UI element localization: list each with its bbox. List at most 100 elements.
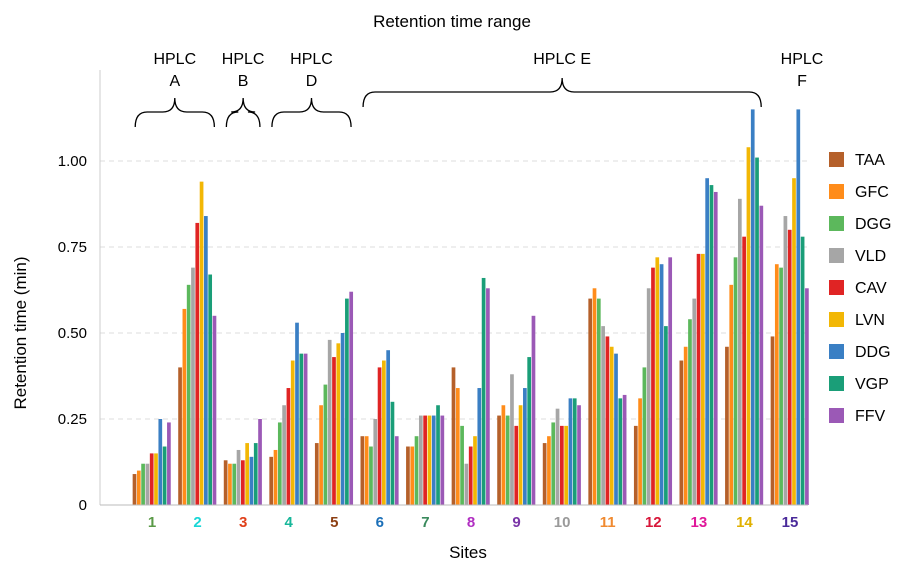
bar-ffv-site-10 xyxy=(577,405,581,505)
x-tick-label: 14 xyxy=(736,514,753,531)
bar-dgg-site-9 xyxy=(505,415,510,505)
bracket-hplc-b xyxy=(225,97,261,128)
bar-taa-site-3 xyxy=(223,460,228,505)
legend-swatch xyxy=(829,248,844,263)
x-tick-label: 3 xyxy=(239,514,247,531)
legend: TAA GFC DGG VLD CAV LVN DDG VGP FFV xyxy=(829,152,891,425)
bar-cav-site-3 xyxy=(240,460,245,505)
legend-item-lvn: LVN xyxy=(829,312,885,329)
bar-vgp-site-7 xyxy=(436,405,440,505)
legend-swatch xyxy=(829,344,844,359)
bar-vld-site-15 xyxy=(783,216,788,506)
bar-lvn-site-1 xyxy=(154,453,158,505)
bar-ddg-site-9 xyxy=(523,388,527,505)
bar-dgg-site-11 xyxy=(596,298,601,505)
bar-vld-site-1 xyxy=(145,463,150,505)
bar-ddg-site-1 xyxy=(158,419,163,505)
bar-gfc-site-1 xyxy=(136,470,141,505)
y-axis-title: Retention time (min) xyxy=(11,256,30,409)
bar-taa-site-9 xyxy=(497,415,501,505)
legend-swatch xyxy=(829,184,844,199)
bar-ddg-site-11 xyxy=(614,353,618,505)
bar-taa-site-2 xyxy=(178,367,182,505)
hplc-group-brackets: HPLC A HPLC B HPLC D HPLC E HPLC F xyxy=(134,51,823,128)
legend-item-vld: VLD xyxy=(829,248,886,265)
bar-vgp-site-9 xyxy=(527,357,532,505)
bar-vld-site-11 xyxy=(601,326,605,505)
y-tick-label: 0 xyxy=(79,497,87,514)
bar-vld-site-10 xyxy=(555,408,560,505)
bar-cav-site-7 xyxy=(423,415,427,505)
x-tick-label: 10 xyxy=(554,514,571,531)
bar-cav-site-10 xyxy=(559,425,564,505)
bar-vld-site-8 xyxy=(464,463,469,505)
bar-ddg-site-7 xyxy=(431,415,436,505)
bar-lvn-site-14 xyxy=(746,147,751,506)
bar-cav-site-4 xyxy=(286,388,291,505)
legend-label: FFV xyxy=(855,408,886,425)
bar-vld-site-14 xyxy=(737,198,742,505)
bar-gfc-site-7 xyxy=(410,446,415,505)
bar-gfc-site-10 xyxy=(547,436,551,505)
bar-ddg-site-12 xyxy=(659,264,664,505)
bar-vgp-site-6 xyxy=(390,401,395,505)
hplc-group-label: D xyxy=(306,73,318,90)
bar-ffv-site-2 xyxy=(212,315,217,505)
bar-taa-site-4 xyxy=(269,456,274,505)
bracket-hplc-d xyxy=(271,97,352,128)
x-tick-label: 12 xyxy=(645,514,662,531)
legend-label: TAA xyxy=(855,152,885,169)
bar-lvn-site-5 xyxy=(336,343,341,505)
legend-label: LVN xyxy=(855,312,885,329)
x-tick-label: 6 xyxy=(376,514,384,531)
bar-cav-site-2 xyxy=(195,222,200,506)
bar-gfc-site-11 xyxy=(592,288,597,505)
legend-item-ddg: DDG xyxy=(829,344,891,361)
bar-vgp-site-11 xyxy=(618,398,623,505)
bar-ddg-site-10 xyxy=(568,398,573,505)
bar-vld-site-9 xyxy=(510,374,514,505)
legend-swatch xyxy=(829,408,844,423)
axes: 00.250.500.751.001 2 3 4 5 6 7 8 9 10 11 12 13 14 15 xyxy=(58,70,808,531)
bar-cav-site-6 xyxy=(377,367,382,505)
bar-taa-site-1 xyxy=(132,474,137,505)
bar-gfc-site-12 xyxy=(638,398,642,505)
bar-lvn-site-9 xyxy=(518,405,523,505)
bar-ffv-site-7 xyxy=(440,415,445,505)
bar-lvn-site-6 xyxy=(382,360,386,505)
bar-cav-site-8 xyxy=(468,446,473,505)
bar-gfc-site-3 xyxy=(228,463,232,505)
bar-dgg-site-3 xyxy=(232,463,237,505)
bar-vgp-site-10 xyxy=(572,398,577,505)
bar-gfc-site-5 xyxy=(319,405,323,505)
bar-ffv-site-13 xyxy=(713,191,718,505)
bar-gfc-site-9 xyxy=(501,405,506,505)
bar-vld-site-3 xyxy=(236,449,241,505)
bar-vgp-site-8 xyxy=(481,277,486,505)
bar-taa-site-5 xyxy=(314,443,319,505)
bar-taa-site-6 xyxy=(360,436,365,505)
bar-taa-site-11 xyxy=(588,298,593,505)
bar-taa-site-12 xyxy=(633,425,638,505)
legend-swatch xyxy=(829,280,844,295)
bar-ddg-site-8 xyxy=(477,388,482,505)
legend-item-cav: CAV xyxy=(829,280,887,297)
legend-item-vgp: VGP xyxy=(829,376,889,393)
legend-label: DDG xyxy=(855,344,891,361)
bar-gfc-site-2 xyxy=(182,308,187,505)
bar-lvn-site-7 xyxy=(427,415,432,505)
bar-gfc-site-14 xyxy=(729,284,734,505)
bar-lvn-site-4 xyxy=(290,360,295,505)
bar-dgg-site-7 xyxy=(414,436,419,505)
bar-vgp-site-4 xyxy=(299,353,304,505)
hplc-group-label: F xyxy=(797,73,807,90)
bar-ddg-site-6 xyxy=(386,350,391,505)
legend-label: GFC xyxy=(855,184,889,201)
bar-taa-site-10 xyxy=(542,443,547,505)
bar-vld-site-4 xyxy=(282,405,286,505)
bar-taa-site-15 xyxy=(770,336,775,505)
hplc-group-label: A xyxy=(169,73,180,90)
bar-lvn-site-11 xyxy=(609,346,614,505)
bar-ffv-site-4 xyxy=(303,353,308,505)
legend-swatch xyxy=(829,312,844,327)
